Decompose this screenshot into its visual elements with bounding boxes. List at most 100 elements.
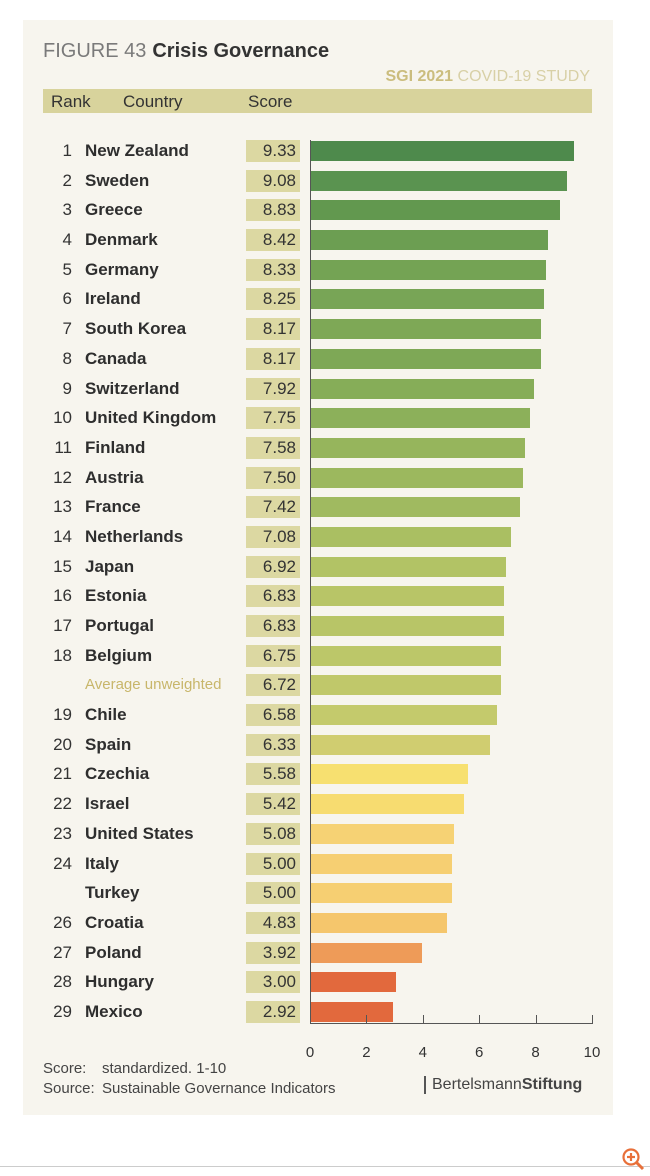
row-country: Poland: [85, 942, 142, 962]
row-rank: 17: [53, 616, 72, 636]
row-country: United States: [85, 823, 194, 843]
bar: [311, 200, 560, 221]
score-note: Score: standardized. 1-10: [43, 1060, 226, 1077]
bar: [311, 912, 448, 933]
row-rank: 3: [62, 200, 72, 220]
bar: [311, 853, 452, 874]
bar: [311, 259, 546, 280]
row-rank: 15: [53, 556, 72, 576]
row-score: 5.00: [246, 882, 300, 905]
bar: [311, 556, 507, 577]
row-country: Portugal: [85, 616, 154, 636]
zoom-in-icon[interactable]: [621, 1147, 645, 1171]
bar: [311, 289, 544, 310]
row-score: 7.92: [246, 377, 300, 400]
bar: [311, 170, 568, 191]
row-score: 7.50: [246, 466, 300, 489]
row-score: 8.17: [246, 318, 300, 341]
bar: [311, 467, 523, 488]
bar: [311, 319, 542, 340]
row-rank: 5: [62, 259, 72, 279]
figure-number: FIGURE 43: [43, 40, 147, 62]
row-score: 6.83: [246, 615, 300, 638]
study-year: SGI 2021: [385, 68, 454, 85]
row-country: Croatia: [85, 912, 144, 932]
row-country: Netherlands: [85, 526, 184, 546]
row-rank: 13: [53, 497, 72, 517]
row-score: 5.00: [246, 852, 300, 875]
row-country: Japan: [85, 556, 135, 576]
bar: [311, 883, 452, 904]
row-country: New Zealand: [85, 141, 189, 160]
bar: [311, 348, 542, 369]
row-score: 8.17: [246, 347, 300, 370]
x-tick-label: 0: [305, 1044, 315, 1061]
row-score: 9.33: [246, 140, 300, 162]
study-name: COVID-19 STUDY: [457, 68, 590, 85]
score-note-key: Score:: [43, 1060, 87, 1077]
x-tick-label: 6: [475, 1044, 484, 1061]
x-tick-label: 10: [583, 1044, 601, 1061]
source-note: Source: Sustainable Governance Indicators: [43, 1080, 335, 1097]
bar: [311, 1002, 394, 1022]
row-country: Belgium: [85, 645, 153, 665]
row-country: Switzerland: [85, 378, 180, 398]
bar: [311, 378, 535, 399]
row-score: 7.75: [246, 407, 300, 430]
row-rank: 26: [53, 912, 72, 932]
row-rank: 29: [53, 1002, 72, 1021]
row-rank: 7: [62, 319, 72, 339]
row-country: Estonia: [85, 586, 147, 606]
x-tick-label: 4: [418, 1044, 427, 1061]
bar: [311, 408, 530, 429]
row-score: 7.08: [246, 525, 300, 548]
bar: [311, 942, 422, 963]
study-label: SGI 2021 COVID-19 STUDY: [385, 68, 590, 86]
row-score: 7.58: [246, 436, 300, 459]
country-header: Country: [123, 92, 183, 111]
bar: [311, 794, 464, 815]
source-note-value: Sustainable Governance Indicators: [102, 1080, 336, 1097]
divider: [0, 1166, 650, 1167]
row-rank: 16: [53, 586, 72, 606]
row-country: Czechia: [85, 764, 150, 784]
row-country: Denmark: [85, 230, 158, 250]
figure-title: FIGURE 43 Crisis Governance: [43, 40, 329, 63]
row-country: Hungary: [85, 972, 154, 992]
row-rank: 2: [62, 170, 72, 190]
bar: [311, 230, 549, 251]
bar: [311, 972, 396, 993]
row-score: 6.72: [246, 674, 300, 697]
column-header: Rank Country Score: [43, 89, 592, 113]
x-tick-label: 8: [531, 1044, 540, 1061]
bar: [311, 141, 575, 161]
brand-name-b: Stiftung: [521, 1076, 583, 1093]
row-score: 5.08: [246, 822, 300, 845]
row-rank: 1: [62, 141, 72, 160]
y-axis-line: [310, 140, 311, 1024]
x-tick: [479, 1015, 481, 1023]
row-country: Germany: [85, 259, 159, 279]
row-rank: 11: [54, 437, 72, 457]
row-country: Ireland: [85, 289, 141, 309]
row-rank: 24: [53, 853, 72, 873]
row-country: United Kingdom: [85, 408, 217, 428]
rank-header: Rank: [51, 92, 91, 111]
row-rank: 18: [53, 645, 72, 665]
bar: [311, 823, 455, 844]
row-rank: 19: [53, 705, 72, 725]
bar: [311, 645, 502, 666]
score-header: Score: [248, 92, 293, 111]
bar: [311, 764, 469, 785]
bar: [311, 734, 490, 755]
row-country: Spain: [85, 734, 132, 754]
row-rank: 4: [62, 230, 72, 250]
row-score: 8.33: [246, 258, 300, 281]
x-axis-line: [310, 1023, 593, 1024]
row-score: 6.58: [246, 704, 300, 727]
chart-title: Crisis Governance: [152, 40, 330, 62]
bar: [311, 497, 521, 518]
row-score: 7.42: [246, 496, 300, 519]
row-country: Italy: [85, 853, 120, 873]
row-country: Canada: [85, 348, 147, 368]
